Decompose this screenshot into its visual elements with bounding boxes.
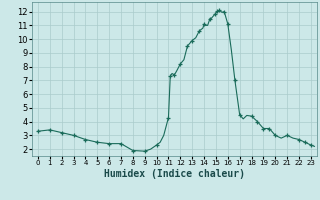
- X-axis label: Humidex (Indice chaleur): Humidex (Indice chaleur): [104, 169, 245, 179]
